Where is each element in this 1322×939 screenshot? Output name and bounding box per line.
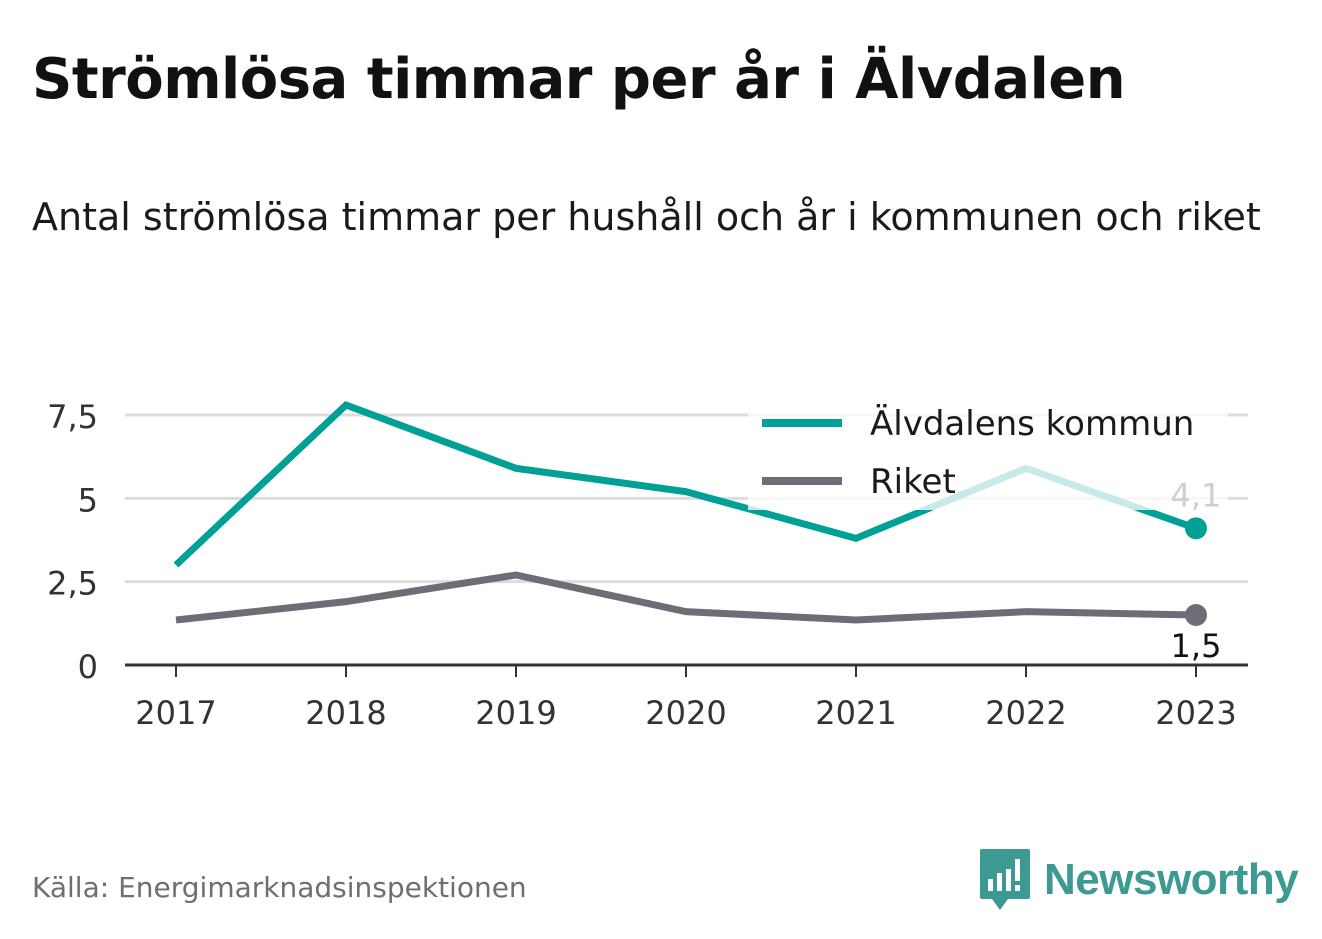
legend-background bbox=[748, 392, 1228, 510]
legend-label: Älvdalens kommun bbox=[870, 404, 1194, 444]
end-labels: 4,1 1,5 bbox=[1168, 476, 1225, 668]
x-tick-label: 2022 bbox=[985, 694, 1066, 732]
y-axis: 0 2,5 5 7,5 bbox=[47, 398, 98, 686]
source-note: Källa: Energimarknadsinspektionen bbox=[32, 871, 527, 904]
chart-subtitle: Antal strömlösa timmar per hushåll och å… bbox=[32, 195, 1261, 239]
x-axis: 2017 2018 2019 2020 2021 2022 2023 bbox=[125, 663, 1248, 732]
y-tick-label: 0 bbox=[78, 648, 98, 686]
end-value-label: 1,5 bbox=[1171, 627, 1222, 665]
newsworthy-logo-icon bbox=[980, 849, 1030, 910]
logo-text: Newsworthy bbox=[1044, 855, 1299, 904]
series-line bbox=[175, 571, 1197, 624]
x-tick-label: 2020 bbox=[645, 694, 726, 732]
x-tick-label: 2019 bbox=[475, 694, 556, 732]
chart-title: Strömlösa timmar per år i Älvdalen bbox=[32, 47, 1126, 112]
series-end-point bbox=[1185, 517, 1207, 540]
legend: Älvdalens kommun Riket bbox=[748, 392, 1228, 510]
y-tick-label: 7,5 bbox=[47, 398, 98, 436]
legend-label: Riket bbox=[870, 462, 956, 502]
x-tick-label: 2018 bbox=[305, 694, 386, 732]
x-tick-label: 2021 bbox=[815, 694, 896, 732]
y-tick-label: 5 bbox=[78, 481, 98, 519]
x-tick-label: 2023 bbox=[1155, 694, 1236, 732]
newsworthy-logo[interactable]: Newsworthy bbox=[980, 848, 1299, 912]
y-tick-label: 2,5 bbox=[47, 565, 98, 603]
x-tick-label: 2017 bbox=[135, 694, 216, 732]
end-value-label: 4,1 bbox=[1171, 476, 1222, 514]
series-end-point bbox=[1185, 604, 1207, 626]
